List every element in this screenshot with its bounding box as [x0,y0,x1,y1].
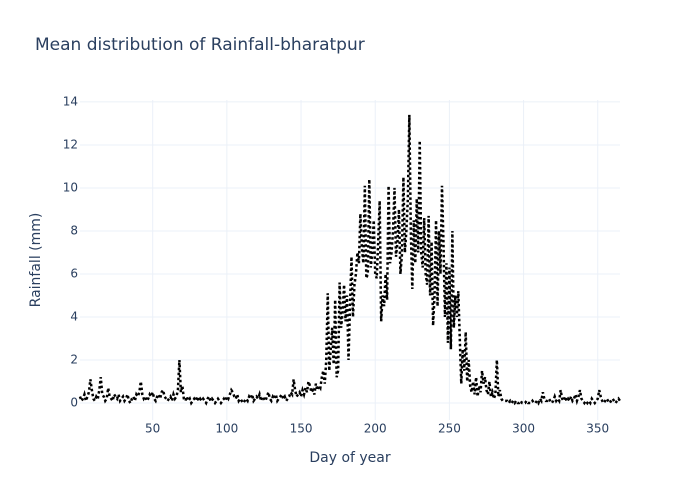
y-tick-label: 12 [63,137,78,151]
x-tick-label: 200 [364,422,387,436]
x-tick-label: 350 [586,422,609,436]
x-axis-label: Day of year [309,450,391,466]
plot-area [78,114,622,406]
chart-title: Mean distribution of Rainfall-bharatpur [35,35,365,55]
rainfall-line [78,114,622,406]
y-axis-label: Rainfall (mm) [28,213,44,308]
grid: 0 2 4 6 8 10 12 14 50 100 150 200 250 300 350 [63,94,620,436]
y-tick-label: 4 [70,309,78,323]
x-tick-label: 150 [290,422,313,436]
y-tick-label: 8 [70,223,78,237]
y-tick-label: 0 [70,396,78,410]
y-tick-label: 10 [63,180,78,194]
x-tick-label: 300 [512,422,535,436]
y-tick-label: 2 [70,353,78,367]
y-tick-label: 6 [70,266,78,280]
y-tick-label: 14 [63,94,78,108]
x-tick-label: 50 [145,422,160,436]
x-tick-label: 100 [215,422,238,436]
x-tick-label: 250 [438,422,461,436]
